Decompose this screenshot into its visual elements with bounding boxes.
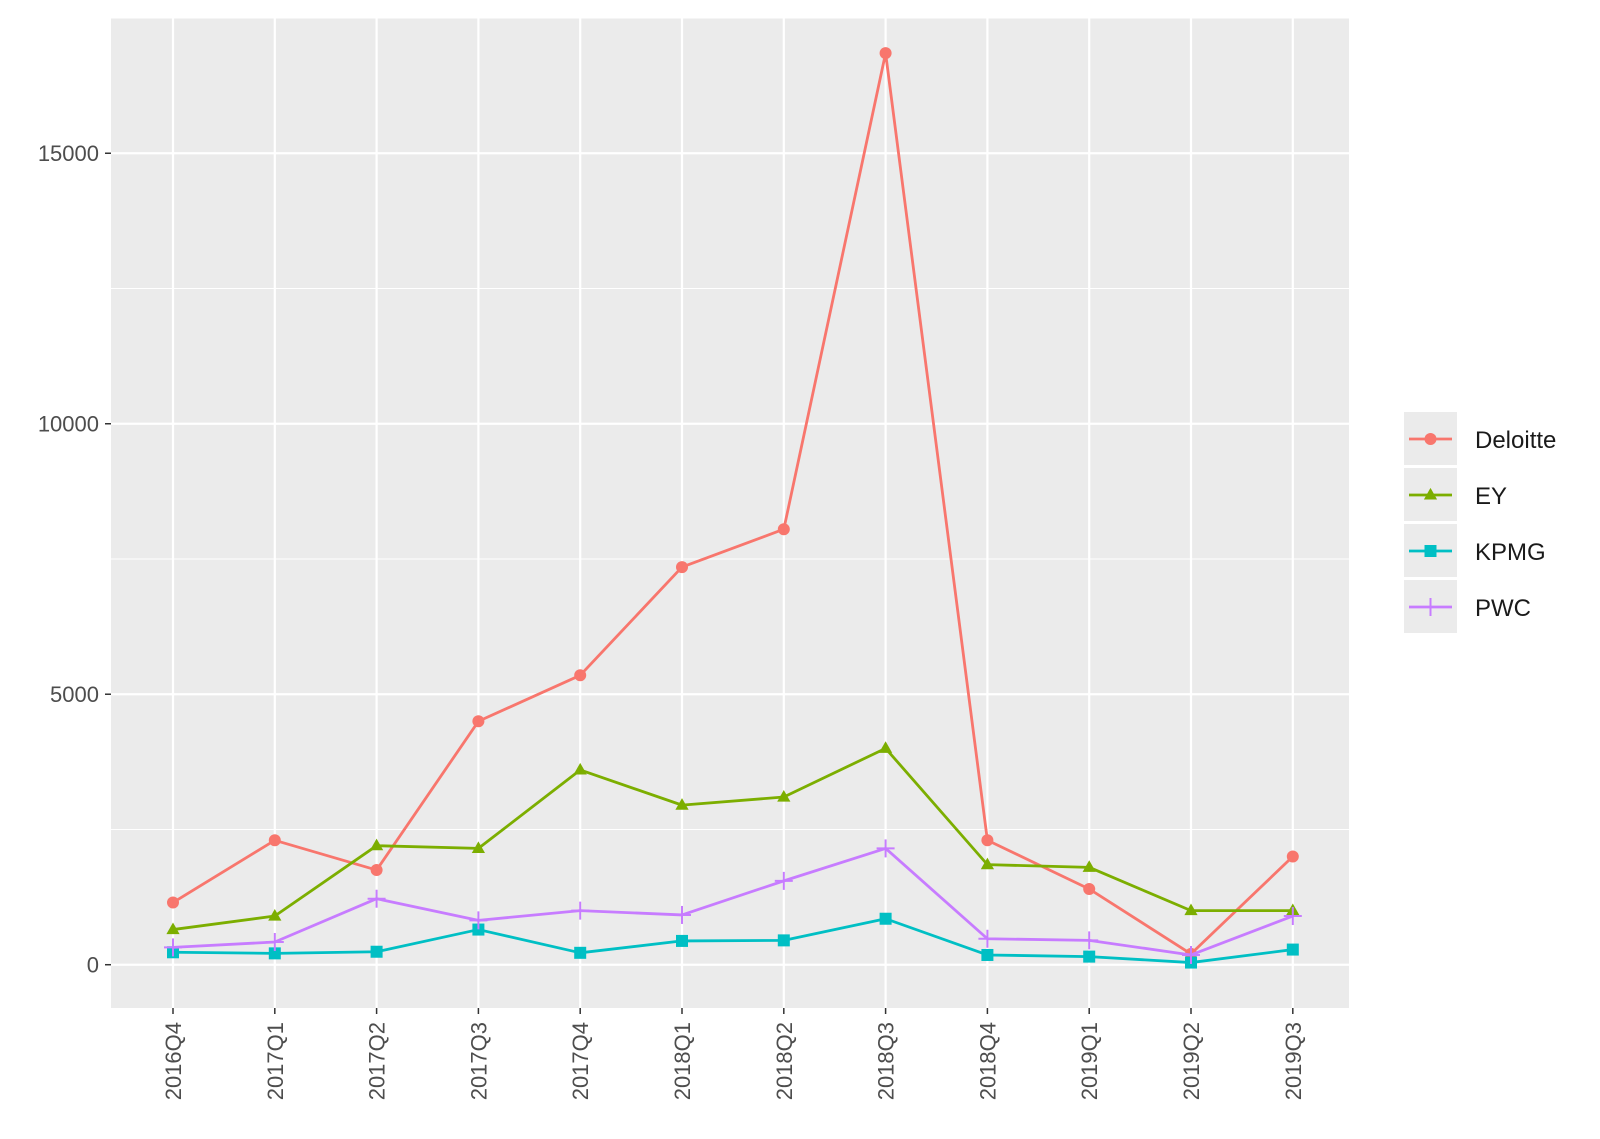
data-point-kpmg bbox=[1286, 943, 1299, 956]
legend-label-kpmg: KPMG bbox=[1475, 539, 1546, 566]
data-point-ey bbox=[268, 908, 282, 921]
data-point-pwc bbox=[265, 933, 284, 951]
data-point-deloitte bbox=[1083, 882, 1096, 895]
data-point-ey bbox=[166, 922, 180, 935]
series-line-kpmg bbox=[172, 917, 1293, 964]
data-point-deloitte bbox=[676, 561, 688, 574]
series-line-deloitte bbox=[172, 51, 1294, 956]
data-point-pwc bbox=[876, 839, 895, 858]
data-point-kpmg bbox=[981, 948, 994, 961]
legend-marker-deloitte bbox=[1424, 433, 1437, 445]
series-line-ey bbox=[172, 746, 1293, 931]
data-point-pwc bbox=[978, 929, 997, 948]
x-tick-label: 2017Q3 bbox=[466, 1022, 491, 1100]
data-point-pwc bbox=[469, 911, 488, 930]
x-tick-label: 2019Q1 bbox=[1077, 1022, 1102, 1100]
data-point-kpmg bbox=[268, 947, 281, 960]
legend-marker-kpmg bbox=[1424, 545, 1437, 557]
legend-marker-pwc bbox=[1421, 598, 1440, 616]
data-point-kpmg bbox=[574, 946, 587, 959]
data-point-ey bbox=[675, 798, 689, 810]
legend-marker-ey bbox=[1423, 487, 1438, 500]
data-point-deloitte bbox=[167, 896, 179, 909]
data-point-ey bbox=[777, 789, 791, 802]
data-point-pwc bbox=[1182, 945, 1200, 964]
data-point-deloitte bbox=[879, 47, 892, 60]
data-point-deloitte bbox=[268, 834, 281, 847]
data-point-pwc bbox=[164, 938, 182, 957]
y-tick-label: 5000 bbox=[50, 682, 99, 707]
x-tick-label: 2017Q2 bbox=[365, 1022, 390, 1100]
data-point-deloitte bbox=[370, 864, 383, 877]
data-point-pwc bbox=[673, 905, 691, 924]
data-point-deloitte bbox=[574, 669, 587, 682]
x-tick-label: 2017Q4 bbox=[568, 1022, 593, 1100]
x-tick-label: 2016Q4 bbox=[161, 1022, 186, 1100]
data-point-ey bbox=[1082, 860, 1096, 872]
data-point-kpmg bbox=[370, 945, 383, 958]
y-tick-label: 15000 bbox=[38, 141, 99, 166]
plot-panel bbox=[111, 18, 1349, 1008]
data-point-ey bbox=[980, 857, 995, 870]
x-tick-label: 2018Q2 bbox=[772, 1022, 797, 1100]
x-tick-label: 2018Q3 bbox=[874, 1022, 899, 1100]
data-point-ey bbox=[878, 741, 893, 753]
x-tick-label: 2018Q4 bbox=[975, 1022, 1000, 1100]
data-point-deloitte bbox=[1286, 850, 1299, 863]
data-point-pwc bbox=[1080, 931, 1099, 950]
x-tick-label: 2019Q2 bbox=[1179, 1022, 1204, 1100]
x-tick-label: 2017Q1 bbox=[263, 1022, 288, 1100]
y-tick-label: 10000 bbox=[38, 412, 99, 437]
data-point-ey bbox=[1184, 903, 1198, 916]
data-point-deloitte bbox=[777, 523, 790, 536]
series-line-pwc bbox=[172, 847, 1294, 957]
legend-label-ey: EY bbox=[1475, 483, 1507, 510]
legend-label-pwc: PWC bbox=[1475, 595, 1531, 622]
legend-label-deloitte: Deloitte bbox=[1475, 427, 1556, 454]
data-point-kpmg bbox=[676, 934, 688, 947]
x-tick-label: 2018Q1 bbox=[670, 1022, 695, 1100]
data-point-kpmg bbox=[777, 934, 790, 947]
data-point-ey bbox=[369, 838, 384, 851]
data-point-deloitte bbox=[981, 834, 994, 847]
data-point-kpmg bbox=[879, 912, 892, 925]
y-tick-label: 0 bbox=[87, 953, 99, 978]
data-point-pwc bbox=[1283, 907, 1302, 926]
data-point-kpmg bbox=[472, 923, 485, 936]
data-point-kpmg bbox=[1083, 950, 1096, 963]
x-tick-label: 2019Q3 bbox=[1281, 1022, 1306, 1100]
data-point-ey bbox=[573, 762, 587, 775]
data-point-pwc bbox=[571, 901, 590, 920]
data-point-ey bbox=[471, 841, 486, 853]
data-point-deloitte bbox=[472, 715, 485, 728]
data-point-pwc bbox=[367, 889, 386, 908]
data-point-pwc bbox=[774, 871, 793, 890]
